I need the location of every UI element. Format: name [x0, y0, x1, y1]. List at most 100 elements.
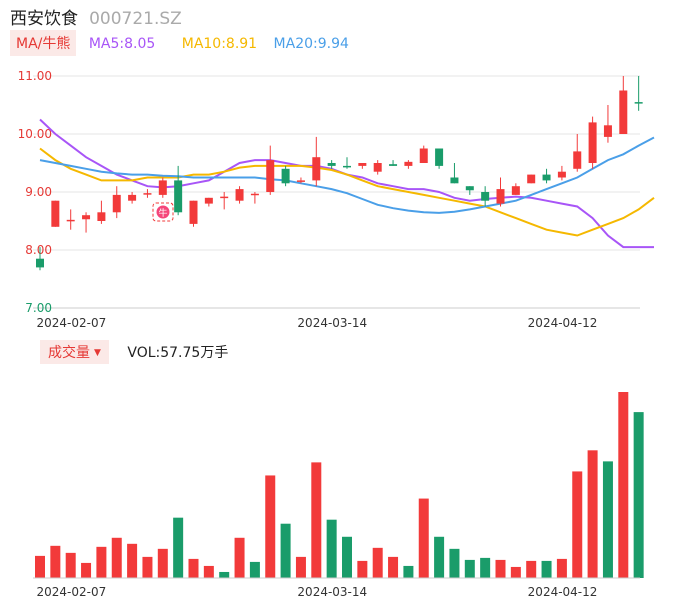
- volume-bar: [418, 498, 429, 578]
- candle-body: [158, 180, 167, 195]
- volume-x-tick: 2024-04-12: [528, 585, 598, 599]
- ma-indicator-selector[interactable]: MA/牛熊: [10, 30, 77, 56]
- candlesticks: [36, 76, 643, 271]
- candle-body: [358, 163, 367, 166]
- volume-bar: [587, 450, 598, 578]
- volume-bar: [618, 392, 629, 578]
- volume-bar: [434, 536, 445, 578]
- price-grid: [33, 75, 640, 309]
- volume-indicator-selector[interactable]: 成交量 ▼: [40, 340, 109, 364]
- price-x-axis: 2024-02-07 2024-03-14 2024-04-12: [36, 316, 597, 330]
- price-y-tick: 11.00: [18, 69, 52, 83]
- bull-marker-icon: 牛: [152, 202, 174, 222]
- volume-value: VOL:57.75万手: [127, 345, 229, 361]
- candle-body: [389, 164, 398, 166]
- volume-bar: [65, 552, 76, 578]
- volume-bar: [541, 560, 552, 578]
- volume-bar: [295, 556, 306, 578]
- candle-body: [634, 102, 643, 104]
- ma10-line: [39, 147, 655, 237]
- volume-bar: [157, 548, 168, 578]
- candle-body: [36, 258, 44, 268]
- volume-bar: [388, 556, 399, 578]
- ma-lines: [39, 118, 655, 249]
- price-y-tick: 8.00: [25, 243, 52, 257]
- volume-selector-label: 成交量: [48, 345, 90, 361]
- ma10-legend: MA10:8.91: [181, 36, 258, 52]
- candle-body: [97, 212, 106, 221]
- volume-bar: [342, 536, 352, 578]
- price-y-tick: 9.00: [25, 185, 52, 199]
- volume-bar: [526, 560, 537, 578]
- volume-bar: [495, 559, 506, 578]
- candle-body: [343, 165, 351, 168]
- svg-text:牛: 牛: [158, 207, 167, 219]
- stock-code: 000721.SZ: [89, 9, 182, 29]
- volume-x-axis: 2024-02-07 2024-03-14 2024-04-12: [36, 585, 597, 599]
- volume-bars: [33, 392, 644, 579]
- candle-body: [220, 196, 229, 199]
- candle-body: [189, 200, 198, 224]
- price-y-tick: 10.00: [18, 127, 52, 141]
- volume-bar: [173, 517, 184, 578]
- volume-bar: [111, 537, 122, 578]
- price-x-tick: 2024-02-07: [36, 316, 106, 330]
- candle-body: [465, 186, 474, 191]
- volume-bar: [602, 461, 613, 578]
- candle-body: [143, 193, 152, 195]
- volume-bar: [203, 565, 214, 578]
- volume-bar: [326, 519, 337, 578]
- candle-body: [112, 194, 121, 213]
- volume-bar: [50, 545, 61, 578]
- volume-bar: [96, 546, 107, 578]
- candle-body: [373, 163, 382, 172]
- ma5-legend: MA5:8.05: [88, 36, 156, 52]
- volume-bar: [449, 548, 460, 578]
- price-axis: 11.00 10.00 9.00 8.00 7.00: [18, 69, 52, 315]
- price-x-tick: 2024-03-14: [297, 316, 367, 330]
- candle-body: [250, 193, 259, 196]
- volume-bar: [311, 462, 322, 578]
- volume-bar: [81, 562, 92, 578]
- volume-bar: [35, 555, 45, 578]
- price-y-tick: 7.00: [25, 301, 52, 315]
- candle-body: [404, 161, 413, 166]
- candle-body: [82, 215, 91, 220]
- candle-body: [327, 163, 336, 166]
- price-x-tick: 2024-04-12: [528, 316, 598, 330]
- candle-body: [588, 122, 597, 163]
- volume-bar: [234, 537, 245, 578]
- candle-body: [573, 151, 582, 169]
- volume-bar: [280, 523, 291, 578]
- stock-name: 西安饮食: [10, 9, 78, 29]
- candle-body: [619, 90, 628, 134]
- candle-body: [281, 168, 290, 184]
- volume-legend: 成交量 ▼ VOL:57.75万手: [40, 340, 228, 364]
- ma20-legend: MA20:9.94: [273, 36, 349, 52]
- volume-x-tick: 2024-02-07: [36, 585, 106, 599]
- candle-body: [51, 200, 60, 227]
- ma-legend: MA/牛熊 MA5:8.05 MA10:8.91 MA20:9.94: [10, 30, 349, 56]
- volume-bar: [572, 471, 583, 578]
- candle-body: [66, 219, 75, 222]
- volume-bar: [142, 556, 153, 578]
- volume-x-tick: 2024-03-14: [297, 585, 367, 599]
- candle-body: [419, 148, 428, 163]
- volume-bar: [372, 547, 383, 578]
- candle-body: [296, 180, 305, 182]
- volume-bar: [265, 475, 276, 578]
- candle-body: [557, 171, 566, 178]
- volume-bar: [633, 412, 644, 578]
- candle-body: [312, 157, 321, 181]
- candle-body: [235, 189, 244, 201]
- candle-body: [450, 177, 459, 184]
- volume-bar: [403, 565, 414, 578]
- candle-body: [603, 125, 612, 137]
- volume-bar: [188, 558, 199, 578]
- candle-body: [174, 180, 183, 213]
- volume-bar: [464, 559, 475, 578]
- volume-bar: [480, 557, 491, 578]
- volume-bar: [219, 571, 230, 578]
- candle-body: [128, 194, 137, 201]
